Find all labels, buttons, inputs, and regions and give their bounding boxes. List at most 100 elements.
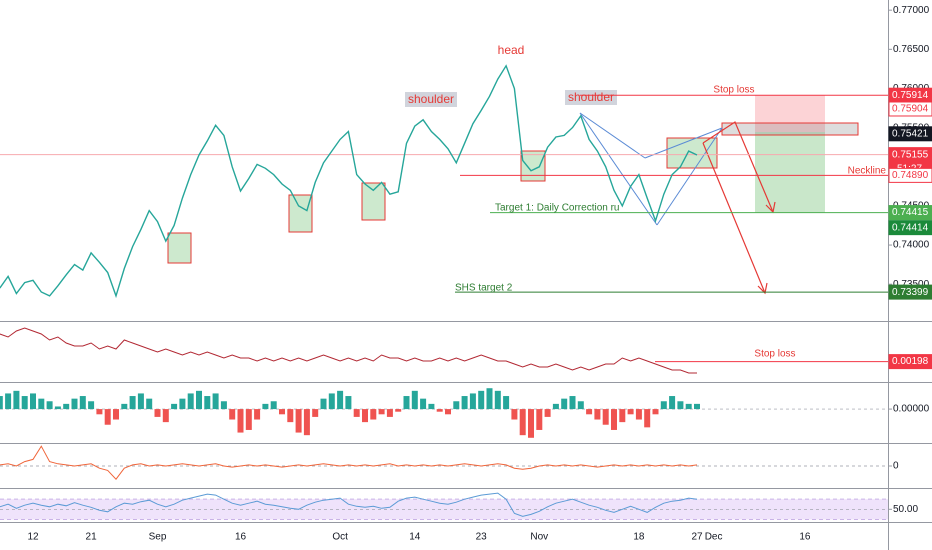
histogram-bar xyxy=(328,393,335,410)
wedge-lines xyxy=(579,112,723,226)
pattern-box xyxy=(520,150,546,182)
pattern-box xyxy=(288,194,313,233)
y-tick-label: 0.76500 xyxy=(893,44,930,55)
reward-zone xyxy=(755,132,825,213)
histogram-bar xyxy=(453,401,460,410)
histogram-bar xyxy=(669,396,676,410)
projection-arrows xyxy=(702,121,776,295)
histogram-bar xyxy=(179,398,186,410)
histogram-bar xyxy=(428,403,435,410)
histogram-bar xyxy=(635,409,642,420)
histogram-bar xyxy=(494,390,501,410)
histogram-bar xyxy=(146,398,153,410)
indicator-line xyxy=(0,327,697,374)
x-tick-label: 18 xyxy=(633,532,645,543)
histogram-bar xyxy=(660,401,667,410)
annotation: Target 1: Daily Correction ru xyxy=(495,203,620,214)
price-tag xyxy=(888,284,932,300)
price-tag xyxy=(888,167,932,183)
histogram-bar xyxy=(46,401,53,410)
price-tag xyxy=(888,205,932,221)
histogram-bar xyxy=(694,403,700,410)
plots: 12 21 Sep 16 Oct 14 23 Nov 18 27 Dec 16 xyxy=(0,64,811,543)
histogram-bar xyxy=(386,409,393,417)
histogram-bar xyxy=(345,396,352,410)
histogram-bar xyxy=(362,409,368,423)
histogram-bar xyxy=(685,403,692,410)
histogram-bar xyxy=(627,409,634,415)
histogram-bar xyxy=(519,409,526,436)
pattern-box xyxy=(167,232,192,264)
histogram-bar xyxy=(503,396,510,410)
histogram-bar xyxy=(320,398,327,410)
price-tag-label: 0.00198 xyxy=(892,356,929,367)
histogram-bar xyxy=(113,409,119,420)
histogram-bar xyxy=(395,409,402,412)
histogram-bar xyxy=(561,398,568,410)
histogram-bar xyxy=(619,409,626,423)
histogram-bar xyxy=(212,393,219,410)
histogram-bar xyxy=(88,401,95,410)
histogram-bar xyxy=(552,403,559,410)
histogram-bar xyxy=(196,390,202,410)
y-tick-label: 0.77000 xyxy=(893,5,930,16)
risk-zone xyxy=(755,95,825,132)
indicator-line xyxy=(0,445,698,480)
annotation: Stop loss xyxy=(713,85,754,96)
histogram-bar xyxy=(129,396,136,410)
histogram-bar xyxy=(312,409,319,417)
histogram-bar xyxy=(71,398,78,410)
price-tag xyxy=(888,101,932,117)
histogram-bar xyxy=(478,390,485,410)
histogram-bar xyxy=(469,393,476,410)
histogram-bar xyxy=(370,409,377,420)
histogram-bar xyxy=(303,409,310,436)
x-tick-label: 27 xyxy=(691,532,703,543)
histogram-bar xyxy=(279,409,285,415)
histogram-bar xyxy=(162,409,169,423)
histogram-bar xyxy=(245,409,252,430)
histogram-bar xyxy=(461,396,468,410)
histogram-bar xyxy=(420,398,427,410)
y-tick-label: 0.00000 xyxy=(893,404,930,415)
annotation: shoulder xyxy=(568,90,614,104)
price-tag-label: 0.74890 xyxy=(892,170,929,181)
histogram-bar xyxy=(411,390,418,410)
histogram-bar xyxy=(0,396,3,410)
price-tag xyxy=(888,126,932,142)
histogram-bar xyxy=(13,390,20,410)
histogram-bar xyxy=(270,401,277,410)
label-bg xyxy=(565,90,617,105)
x-tick-label: 23 xyxy=(476,532,488,543)
annotations: head shoulder shoulder Stop loss Necklin… xyxy=(408,43,886,359)
histogram-bar xyxy=(528,409,534,438)
x-tick-label: Dec xyxy=(705,532,723,543)
histogram-bar xyxy=(594,409,601,420)
price-tag-label: 0.75904 xyxy=(892,104,929,115)
histogram-bar xyxy=(171,403,178,410)
histogram-bar xyxy=(569,396,576,410)
histogram-bar xyxy=(403,396,410,410)
y-tick-label: 0.73500 xyxy=(893,279,930,290)
x-tick-label: 16 xyxy=(235,532,247,543)
histogram-bar xyxy=(536,409,543,430)
price-tag-label: 0.75421 xyxy=(892,128,929,139)
annotation: head xyxy=(498,43,525,57)
histogram-bar xyxy=(104,409,111,425)
y-tick-label: 0.74000 xyxy=(893,240,930,251)
histogram-bar xyxy=(254,409,261,420)
histogram-bar xyxy=(511,409,518,420)
price-line xyxy=(0,64,698,299)
price-levels xyxy=(0,9,892,520)
x-tick-label: Oct xyxy=(332,532,348,543)
drawings xyxy=(167,90,859,295)
histogram-bar xyxy=(220,401,227,410)
histogram-bar xyxy=(353,409,360,417)
price-tag-label: 0.74415 xyxy=(892,207,929,218)
histogram-bar xyxy=(187,393,194,410)
histogram-bar xyxy=(54,406,61,410)
annotation: Stop loss xyxy=(754,349,795,360)
histogram-bar xyxy=(295,409,302,433)
